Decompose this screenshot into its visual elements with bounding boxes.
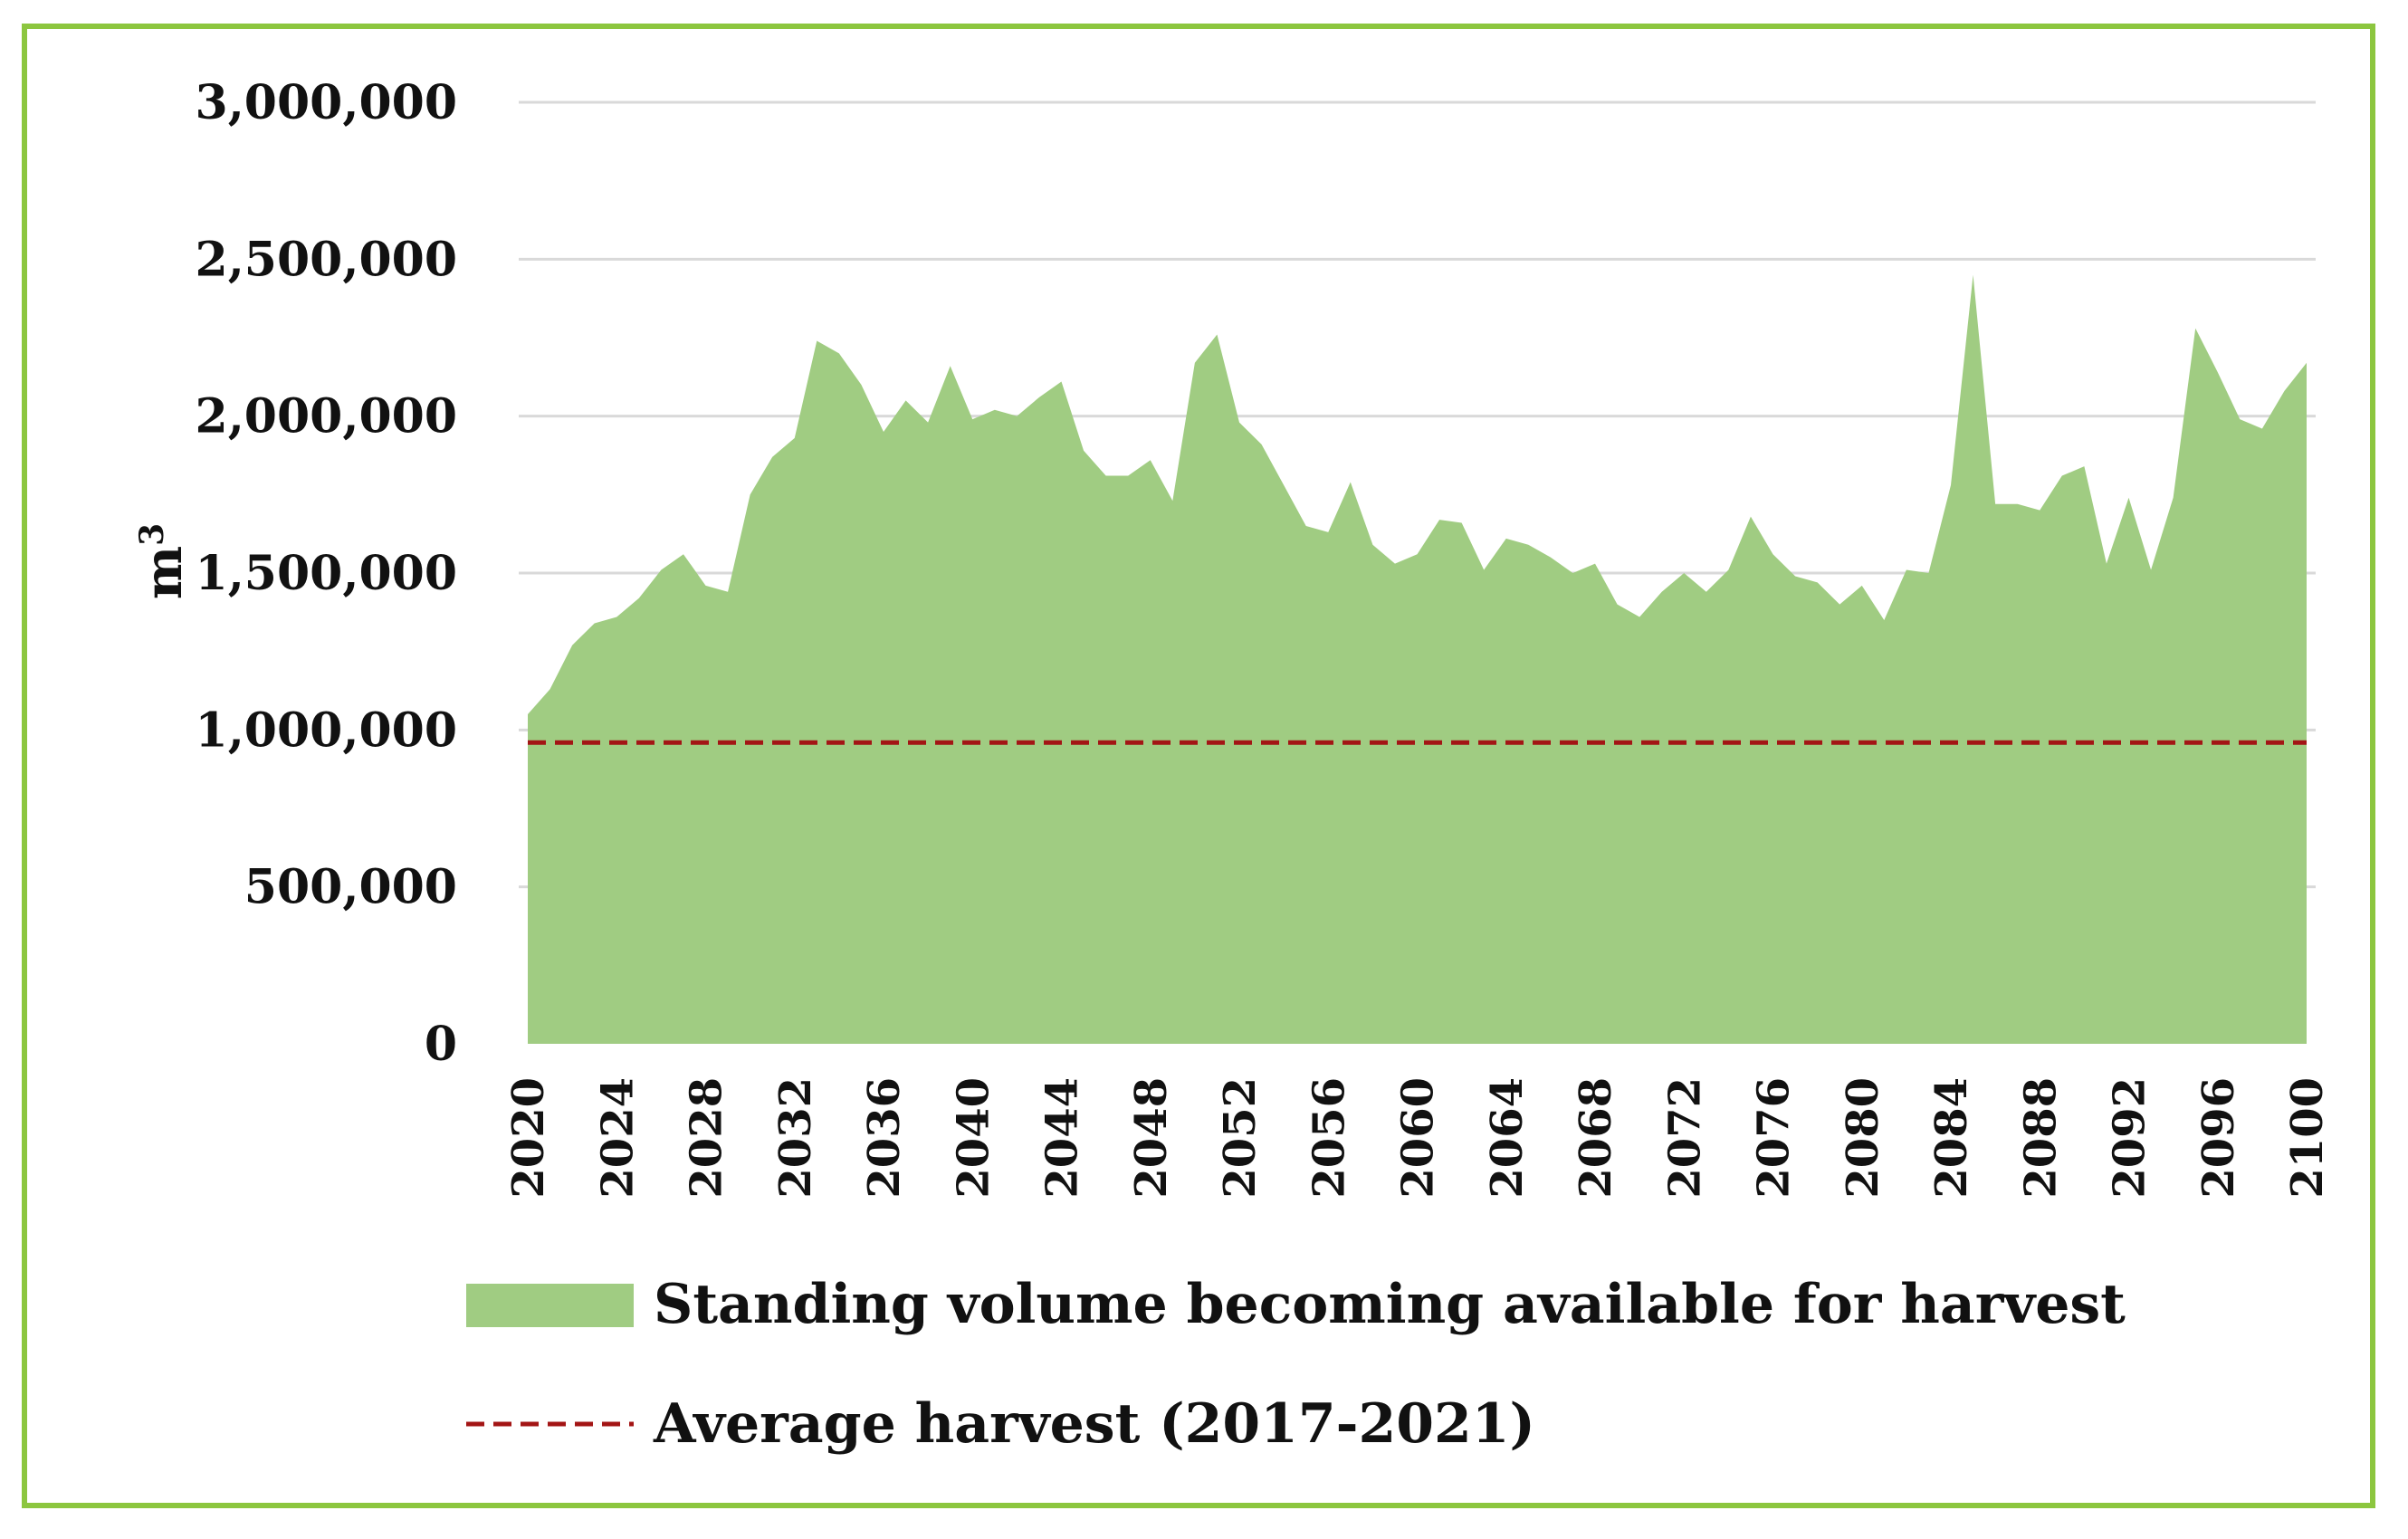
x-tick-label: 2100 — [2282, 1077, 2333, 1199]
y-tick-label: 2,500,000 — [196, 232, 457, 287]
x-tick-label: 2028 — [682, 1077, 732, 1199]
legend-label-standing-volume: Standing volume becoming available for h… — [654, 1273, 2126, 1336]
y-axis-label-base: m — [134, 546, 194, 599]
x-tick-label: 2040 — [948, 1077, 999, 1199]
x-tick-label: 2064 — [1482, 1077, 1533, 1199]
x-tick-label: 2076 — [1749, 1077, 1800, 1199]
x-tick-label: 2060 — [1393, 1077, 1444, 1199]
y-axis-label-superscript: 3 — [133, 523, 171, 546]
x-tick-label: 2052 — [1215, 1077, 1266, 1199]
x-tick-label: 2024 — [592, 1077, 643, 1199]
x-tick-label: 2044 — [1037, 1077, 1088, 1199]
y-tick-label: 500,000 — [244, 860, 457, 915]
y-tick-label: 1,000,000 — [196, 703, 457, 758]
x-tick-label: 2084 — [1926, 1077, 1977, 1199]
legend: Standing volume becoming available for h… — [466, 1273, 2126, 1456]
x-tick-label: 2092 — [2105, 1077, 2155, 1199]
x-tick-label: 2020 — [503, 1077, 554, 1199]
x-axis-tick-labels: 2020 2024 2028 2032 2036 2040 2044 2048 2052 2056… — [503, 1077, 2333, 1199]
legend-label-average-harvest: Average harvest (2017-2021) — [653, 1392, 1535, 1456]
legend-swatch-standing-volume — [466, 1284, 634, 1327]
x-tick-label: 2088 — [2015, 1077, 2066, 1199]
x-tick-label: 2048 — [1126, 1077, 1177, 1199]
y-axis-tick-labels: 0 500,000 1,000,000 1,500,000 2,000,000 2,500… — [196, 75, 457, 1072]
x-tick-label: 2096 — [2193, 1077, 2244, 1199]
x-tick-label: 2032 — [770, 1077, 821, 1199]
x-tick-label: 2068 — [1571, 1077, 1621, 1199]
y-axis-label: m3 — [133, 523, 194, 599]
x-tick-label: 2056 — [1304, 1077, 1354, 1199]
y-tick-label: 3,000,000 — [196, 75, 457, 130]
y-tick-label: 0 — [425, 1017, 457, 1072]
x-tick-label: 2072 — [1659, 1077, 1710, 1199]
y-tick-label: 1,500,000 — [196, 546, 457, 601]
y-tick-label: 2,000,000 — [196, 389, 457, 444]
x-tick-label: 2036 — [859, 1077, 910, 1199]
x-tick-label: 2080 — [1838, 1077, 1888, 1199]
area-series-standing-volume — [528, 274, 2307, 1044]
